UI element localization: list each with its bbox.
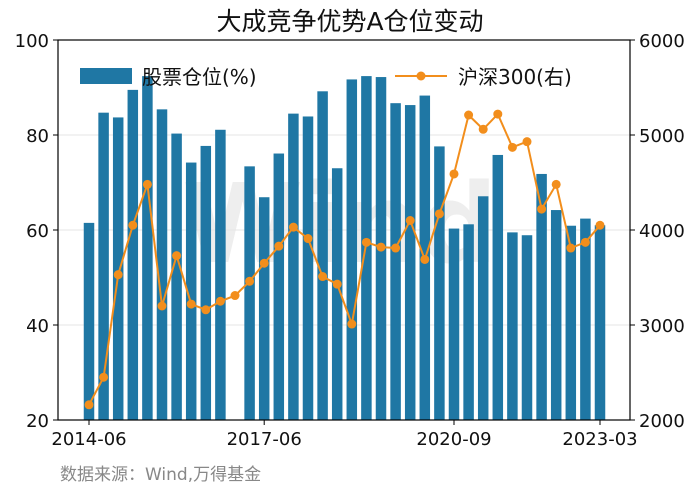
line-point — [259, 258, 269, 268]
line-point — [230, 291, 240, 301]
bar — [594, 225, 606, 420]
bar — [185, 162, 197, 421]
bar — [288, 113, 299, 420]
bar — [112, 117, 124, 421]
bar — [317, 91, 328, 421]
line-point — [245, 276, 255, 286]
line-point — [376, 242, 386, 252]
line-point — [303, 234, 313, 244]
bar — [507, 232, 518, 420]
line-point — [391, 243, 401, 253]
line-point — [551, 179, 561, 189]
line-point — [186, 299, 196, 309]
line-point — [99, 372, 109, 382]
bar — [448, 228, 460, 420]
line-point — [157, 301, 167, 311]
left-tick-label: 40 — [26, 316, 49, 337]
bar — [346, 79, 358, 421]
bar — [550, 210, 562, 420]
bar — [331, 168, 343, 420]
bar — [565, 225, 577, 420]
line-series — [84, 109, 605, 410]
line-point — [142, 179, 152, 189]
line-point — [215, 296, 225, 306]
bar — [200, 145, 212, 421]
bar — [580, 218, 591, 420]
bar — [302, 116, 314, 420]
line-point — [361, 237, 371, 247]
x-tick-label: 2014-06 — [51, 429, 126, 450]
legend-line-label: 沪深300(右) — [458, 65, 572, 89]
right-tick-label: 2000 — [639, 411, 685, 432]
line-point — [464, 110, 474, 120]
line-point — [537, 204, 547, 214]
line-point — [201, 305, 211, 315]
bar — [142, 76, 153, 420]
left-tick-label: 80 — [26, 126, 49, 147]
left-tick-label: 60 — [26, 221, 49, 242]
bar — [156, 109, 168, 420]
line-point — [434, 209, 444, 219]
x-tick-label: 2020-09 — [416, 429, 491, 450]
bar — [463, 224, 474, 420]
right-tick-label: 4000 — [639, 221, 685, 242]
bar — [171, 133, 182, 420]
line-point — [420, 254, 430, 264]
line-point — [478, 124, 488, 134]
x-tick-label: 2023-03 — [562, 429, 637, 450]
line-point — [113, 270, 123, 280]
bar — [390, 103, 401, 421]
line-point — [128, 220, 138, 230]
bar — [404, 105, 416, 420]
data-source: 数据来源：Wind,万得基金 — [60, 465, 262, 485]
bar — [127, 89, 139, 420]
line-point — [493, 109, 503, 119]
bar — [521, 235, 533, 420]
bar — [258, 197, 270, 420]
bar — [83, 222, 95, 420]
axes: 20 40 60 80 100 2000 3000 4000 5000 6000 2014-06 20… — [15, 31, 685, 450]
bar — [361, 76, 372, 420]
line-point — [274, 241, 284, 251]
bar — [98, 112, 109, 421]
x-tick-label: 2017-06 — [227, 429, 302, 450]
legend-bar-swatch — [80, 68, 132, 84]
bar — [536, 173, 547, 420]
line-point — [318, 272, 328, 282]
line-point — [288, 222, 298, 232]
right-tick-label: 5000 — [639, 126, 685, 147]
line-point — [332, 279, 342, 289]
chart-title: 大成竞争优势A仓位变动 — [216, 7, 484, 36]
line-point — [566, 243, 576, 253]
line-point — [580, 237, 590, 247]
right-tick-label: 3000 — [639, 316, 685, 337]
bar — [492, 154, 504, 420]
legend: 股票仓位(%) 沪深300(右) — [80, 65, 572, 89]
line-point — [595, 220, 605, 230]
legend-bar-label: 股票仓位(%) — [142, 65, 257, 89]
line-point — [172, 251, 182, 261]
line-point — [449, 169, 459, 179]
bar — [434, 146, 445, 420]
left-tick-label: 100 — [15, 31, 49, 52]
left-tick-label: 20 — [26, 411, 49, 432]
bar — [477, 196, 489, 420]
right-tick-label: 6000 — [639, 31, 685, 52]
line-point — [507, 142, 517, 152]
legend-line-marker — [416, 71, 426, 81]
bar — [244, 166, 255, 420]
line-point — [405, 216, 415, 225]
line-point — [522, 137, 532, 147]
bar — [215, 129, 226, 420]
line-point — [347, 319, 357, 329]
bar — [273, 153, 285, 420]
line-point — [84, 400, 94, 410]
